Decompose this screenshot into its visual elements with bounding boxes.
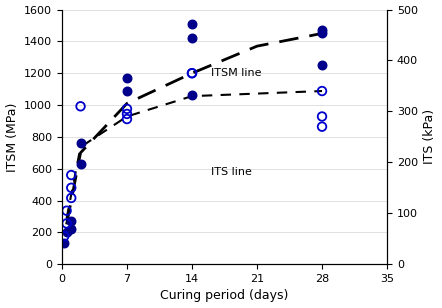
Point bbox=[61, 234, 68, 239]
Point bbox=[319, 31, 326, 36]
Point bbox=[188, 36, 195, 41]
Text: ITS line: ITS line bbox=[210, 167, 251, 177]
Point bbox=[319, 89, 326, 94]
Point bbox=[77, 161, 84, 166]
Point bbox=[68, 172, 75, 177]
Point bbox=[68, 185, 75, 190]
Point bbox=[77, 104, 84, 109]
Point bbox=[188, 22, 195, 26]
Point bbox=[188, 71, 195, 76]
Point bbox=[188, 93, 195, 98]
Text: ITSM line: ITSM line bbox=[210, 68, 261, 79]
Point bbox=[77, 141, 84, 146]
Point bbox=[68, 196, 75, 201]
Point bbox=[63, 221, 70, 226]
X-axis label: Curing period (days): Curing period (days) bbox=[160, 290, 289, 302]
Point bbox=[61, 241, 68, 246]
Point bbox=[123, 116, 130, 121]
Y-axis label: ITSM (MPa): ITSM (MPa) bbox=[6, 102, 19, 172]
Point bbox=[188, 71, 195, 76]
Point bbox=[68, 219, 75, 224]
Point bbox=[123, 88, 130, 93]
Point bbox=[123, 111, 130, 116]
Point bbox=[123, 106, 130, 111]
Point bbox=[63, 208, 70, 213]
Point bbox=[123, 75, 130, 80]
Point bbox=[319, 63, 326, 68]
Point bbox=[63, 230, 70, 235]
Point bbox=[319, 124, 326, 129]
Point bbox=[319, 28, 326, 33]
Point bbox=[68, 227, 75, 232]
Point bbox=[319, 114, 326, 119]
Y-axis label: ITS (kPa): ITS (kPa) bbox=[423, 109, 436, 164]
